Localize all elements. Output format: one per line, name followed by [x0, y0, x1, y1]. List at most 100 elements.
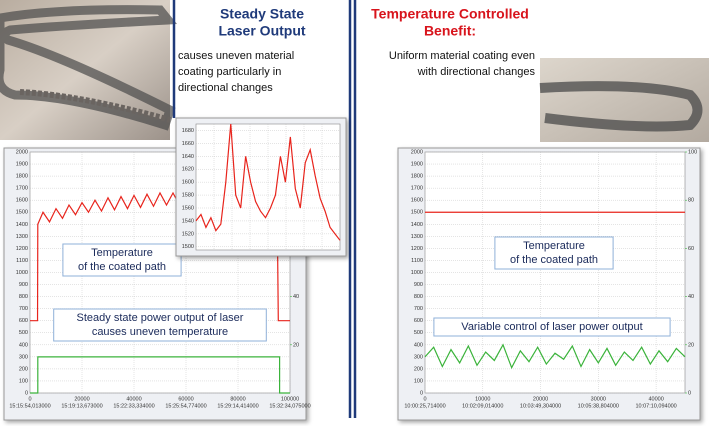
x-time-label: 10:00:25,714000 [404, 403, 445, 409]
y-tick-label: 1000 [16, 270, 28, 276]
y-tick-label: 1500 [411, 210, 423, 216]
y-tick-label: 1300 [16, 234, 28, 240]
x-tick-label: 30000 [591, 396, 606, 402]
y-tick-label: 1540 [182, 218, 194, 224]
y2-tick-label: 40 [688, 294, 694, 300]
y-tick-label: 1640 [182, 154, 194, 160]
annotation-box [494, 236, 614, 270]
description: causes uneven material [178, 50, 294, 62]
y2-tick-label: 0 [688, 390, 691, 396]
y2-tick-label: 100 [688, 149, 697, 155]
y-tick-label: 0 [420, 390, 423, 396]
x-tick-label: 40000 [126, 396, 141, 402]
y-tick-label: 1500 [182, 244, 194, 250]
description: Uniform material coating even [389, 50, 535, 62]
title: Laser Output [218, 23, 305, 39]
x-tick-label: 0 [28, 396, 31, 402]
x-time-label: 15:15:54,013000 [9, 403, 50, 409]
annotation: causes uneven temperature [92, 326, 228, 338]
y-tick-label: 100 [414, 378, 423, 384]
annotation: Variable control of laser power output [461, 321, 642, 333]
y-tick-label: 1000 [411, 270, 423, 276]
y-tick-label: 1620 [182, 167, 194, 173]
y-tick-label: 1900 [16, 162, 28, 168]
annotation: of the coated path [510, 254, 598, 266]
y-tick-label: 400 [414, 342, 423, 348]
y-tick-label: 1600 [182, 180, 194, 186]
y-tick-label: 0 [25, 390, 28, 396]
x-time-label: 15:25:54,774000 [165, 403, 206, 409]
title: Benefit: [424, 23, 476, 39]
x-time-label: 10:02:09,014000 [462, 403, 503, 409]
y-tick-label: 1700 [411, 186, 423, 192]
y-tick-label: 500 [414, 330, 423, 336]
y-tick-label: 1400 [411, 222, 423, 228]
x-time-label: 10:05:38,804000 [578, 403, 619, 409]
x-tick-label: 0 [423, 396, 426, 402]
annotation: Steady state power output of laser [77, 312, 244, 324]
y-tick-label: 1300 [411, 234, 423, 240]
y-tick-label: 1200 [16, 246, 28, 252]
x-tick-label: 20000 [74, 396, 89, 402]
y-tick-label: 600 [19, 318, 28, 324]
y-tick-label: 1400 [16, 222, 28, 228]
y-tick-label: 1200 [411, 246, 423, 252]
y-tick-label: 1520 [182, 231, 194, 237]
annotation-box [62, 243, 182, 277]
y-tick-label: 1600 [411, 198, 423, 204]
y2-tick-label: 20 [293, 342, 299, 348]
y-tick-label: 700 [414, 306, 423, 312]
y-tick-label: 1580 [182, 193, 194, 199]
y-tick-label: 700 [19, 306, 28, 312]
annotation-box [433, 317, 671, 337]
y-tick-label: 1700 [16, 186, 28, 192]
y-tick-label: 800 [414, 294, 423, 300]
x-tick-label: 80000 [230, 396, 245, 402]
series-line [195, 123, 341, 241]
y2-tick-label: 60 [688, 246, 694, 252]
y-tick-label: 900 [414, 282, 423, 288]
y-tick-label: 900 [19, 282, 28, 288]
series-line [30, 356, 290, 394]
y-tick-label: 1660 [182, 141, 194, 147]
y-tick-label: 2000 [16, 149, 28, 155]
photo-left [0, 0, 178, 140]
y-tick-label: 1100 [16, 258, 28, 264]
y-tick-label: 1900 [411, 162, 423, 168]
x-time-label: 15:19:13,673000 [61, 403, 102, 409]
annotation-box [53, 308, 267, 342]
description: directional changes [178, 82, 273, 94]
y-tick-label: 1800 [411, 174, 423, 180]
photo-right [539, 58, 709, 142]
y-tick-label: 1800 [16, 174, 28, 180]
x-time-label: 10:03:49,304000 [520, 403, 561, 409]
x-tick-label: 20000 [533, 396, 548, 402]
y2-tick-label: 40 [293, 294, 299, 300]
chart-inset: 1500 1520 1540 1560 1580 1600 1620 1640 1660 1680 [182, 123, 341, 251]
x-time-label: 15:22:33,334000 [113, 403, 154, 409]
y-tick-label: 300 [414, 354, 423, 360]
y-tick-label: 800 [19, 294, 28, 300]
y-tick-label: 200 [19, 366, 28, 372]
title: Steady State [220, 6, 304, 22]
chart-left: 0100200300400500600700800900100011001200… [9, 149, 310, 409]
x-time-label: 15:32:34,075000 [269, 403, 310, 409]
y-tick-label: 1560 [182, 205, 194, 211]
x-tick-label: 40000 [648, 396, 663, 402]
chart-right: 0100200300400500600700800900100011001200… [404, 149, 697, 409]
y-tick-label: 500 [19, 330, 28, 336]
annotation: Temperature [523, 240, 585, 252]
y-tick-label: 100 [19, 378, 28, 384]
series-line [424, 343, 686, 370]
x-tick-label: 100000 [281, 396, 299, 402]
y2-tick-label: 20 [688, 342, 694, 348]
annotation: of the coated path [78, 261, 166, 273]
y-tick-label: 2000 [411, 149, 423, 155]
y-tick-label: 200 [414, 366, 423, 372]
description: with directional changes [417, 66, 536, 78]
annotation: Temperature [91, 247, 153, 259]
x-time-label: 15:29:14,414000 [217, 403, 258, 409]
y-tick-label: 1100 [411, 258, 423, 264]
y-tick-label: 400 [19, 342, 28, 348]
